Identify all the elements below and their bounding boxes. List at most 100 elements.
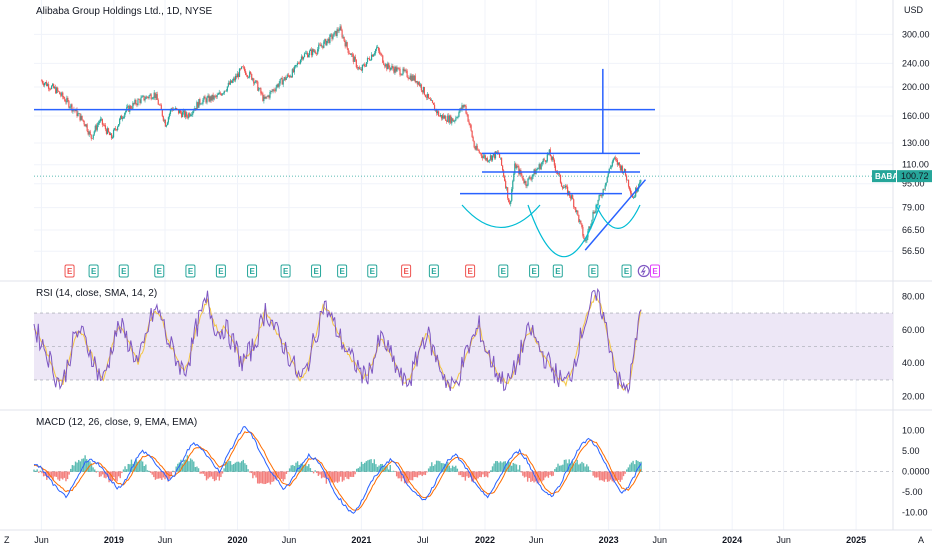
rsi-axis[interactable]: 80.00 60.00 40.00 20.00 [902,291,925,401]
macd-histogram-bar [260,471,262,484]
candle-body [430,100,433,102]
candle-body [285,77,287,80]
earnings-badge[interactable]: E [185,264,196,278]
macd-histogram-bar [145,464,147,472]
earnings-badge[interactable]: E [367,264,378,278]
candle-body [347,48,349,53]
earnings-badge[interactable]: E [588,264,599,278]
candle-body [616,159,618,165]
earnings-badge[interactable]: E [154,264,165,278]
earnings-badge[interactable]: E [498,264,509,278]
macd-histogram-bar [66,471,69,480]
macd-histogram-bar [204,471,206,477]
candle-body [321,45,323,47]
earnings-badge[interactable]: E [428,264,439,278]
split-event-icon[interactable] [637,264,650,278]
macd-histogram-bar [410,471,412,481]
candle-body [481,155,483,159]
macd-histogram-bar [221,471,224,474]
earnings-badge[interactable]: E [88,264,99,278]
candle-body [42,83,45,86]
earnings-badge[interactable]: E [529,264,540,278]
price-panel[interactable]: E E E E E E E E E E E E E E E E E E E E Alibaba Group Holdi… [34,6,660,278]
candle-body [440,115,442,117]
earnings-badge-label: E [555,267,561,276]
macd-histogram-bar [622,471,625,477]
macd-histogram-bar [189,458,192,472]
candle-body [84,124,86,127]
earnings-badge[interactable]: E [280,264,291,278]
pattern-arc[interactable] [461,204,541,228]
candle-body [476,145,478,150]
candle-body [334,31,336,33]
candle-body [477,149,479,151]
candle-body [332,36,334,39]
candle-body [193,110,195,112]
candle-body [242,66,245,68]
earnings-badge-box [311,264,322,278]
candle-body [212,94,214,100]
macd-histogram-bar [74,461,77,472]
earnings-badge[interactable]: E [337,264,348,278]
earnings-badge[interactable]: E [401,264,412,278]
macd-panel[interactable]: MACD (12, 26, close, 9, EMA, EMA) [33,417,893,514]
timezone-button[interactable]: Z [4,535,10,545]
macd-histogram-bar [632,460,634,472]
macd-histogram-bar [408,471,411,480]
earnings-badge[interactable]: E [465,264,476,278]
candle-body [448,115,450,123]
candle-body [159,104,161,106]
earnings-badge[interactable]: E [552,264,563,278]
earnings-badge[interactable]: E [118,264,129,278]
candle-body [83,120,85,125]
candle-body [612,158,614,162]
trendline[interactable] [584,179,647,251]
candle-body [348,52,350,54]
macd-histogram-bar [68,471,70,475]
candle-body [297,62,300,64]
candle-body [97,123,99,125]
earnings-badge[interactable]: E [311,264,322,278]
macd-histogram-bar [199,471,201,474]
candle-body [195,108,197,110]
macd-histogram-bar [550,471,553,477]
macd-histogram-bar [621,471,623,480]
macd-histogram-bar [544,471,546,478]
macd-histogram-bar [391,471,393,472]
macd-histogram-bar [419,471,422,475]
auto-scale-button[interactable]: A [918,535,924,545]
macd-histogram-bar [386,465,388,472]
price-axis[interactable]: USD 300.00 240.00 200.00 160.00 130.00 110.00… [902,5,930,256]
candle-body [381,53,383,56]
earnings-badge[interactable]: E [215,264,226,278]
candle-body [270,90,272,93]
candle-body [564,185,567,188]
macd-histogram-bar [533,471,535,483]
macd-histogram-bar [340,471,342,477]
macd-histogram-bar [261,471,264,484]
candle-body [217,94,219,95]
macd-histogram-bar [253,471,256,476]
earnings-badge[interactable]: E [64,264,75,278]
time-axis[interactable]: Jun 2019 Jun 2020 Jun 2021 Jul 2022 Jun 2023 Jun 20… [34,535,866,545]
candle-body [62,92,64,98]
pattern-arc[interactable] [527,204,601,258]
macd-histogram-bar [418,471,420,476]
candle-body [562,187,565,189]
earnings-badge[interactable]: E [649,264,660,278]
price-drawings[interactable] [34,68,655,258]
macd-histogram-bar [186,455,189,472]
time-tick-label: 2020 [227,535,247,545]
macd-axis[interactable]: 10.00 5.00 0.0000 -5.00 -10.00 [902,425,930,517]
macd-histogram-bar [373,459,375,472]
pattern-arc[interactable] [595,204,641,229]
macd-histogram-bar [432,465,435,472]
macd-histogram-bar [218,471,221,481]
rsi-panel[interactable]: RSI (14, close, SMA, 14, 2) [33,287,893,395]
earnings-badge[interactable]: E [247,264,258,278]
earnings-badge[interactable]: E [621,264,632,278]
candle-body [428,97,431,99]
candle-body [592,211,594,220]
